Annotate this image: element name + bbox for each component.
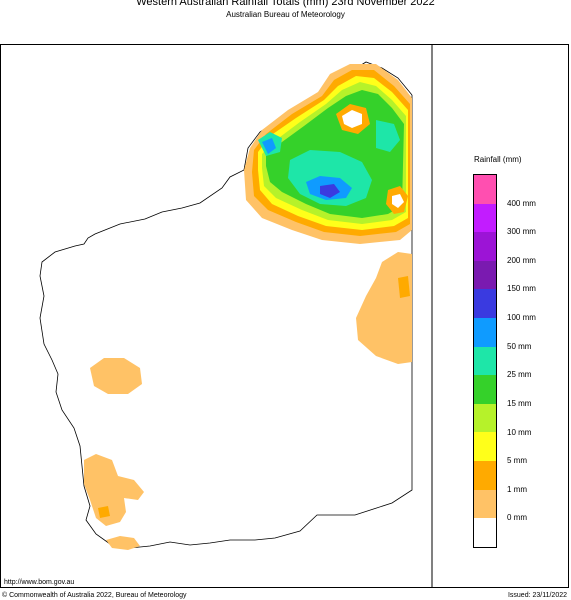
legend-label: 150 mm [507,284,536,294]
legend-label: 0 mm [507,513,527,523]
legend-band [474,318,496,347]
legend-band [474,518,496,547]
legend-label: 1 mm [507,484,527,494]
rain-area-north-150mm [320,184,340,198]
dry-pocket-2-core [392,194,404,208]
legend-band [474,489,496,519]
rain-area-northwest-100mm [262,138,276,154]
legend-label: 50 mm [507,341,532,351]
legend-band [474,175,496,204]
rain-area-central-west-1mm [90,358,142,394]
rain-area-southwest-1mm [84,454,144,526]
map-subtitle: Australian Bureau of Meteorology [226,10,345,19]
legend-label: 100 mm [507,313,536,323]
legend-label: 15 mm [507,398,532,408]
dry-pocket-1-core [342,110,362,128]
footer-copyright: © Commonwealth of Australia 2022, Bureau… [2,592,187,599]
map-frame [0,44,569,588]
rain-area-southwest-5mm [98,506,110,518]
legend-band [474,432,496,462]
legend-band [474,289,496,319]
rain-area-east-1mm [356,252,412,364]
legend-title: Rainfall (mm) [474,155,522,164]
rain-area-northeast-50mm [376,120,400,152]
state-border [254,95,413,541]
legend-label: 400 mm [507,198,536,208]
map-title: Western Australian Rainfall Totals (mm) … [136,0,435,8]
legend-band [474,260,496,290]
legend-label: 200 mm [507,255,536,265]
rain-area-south-coast-1mm [106,536,140,550]
legend-label: 25 mm [507,370,532,380]
footer-url[interactable]: http://www.bom.gov.au [4,579,75,586]
legend-band [474,375,496,404]
legend-band [474,461,496,490]
rain-area-east-5mm [398,276,410,298]
legend-band [474,203,496,233]
legend-label: 10 mm [507,427,532,437]
legend-color-bar [473,174,497,548]
legend-band [474,346,496,376]
legend-label: 5 mm [507,456,527,466]
legend-band [474,403,496,433]
legend-label: 300 mm [507,227,536,237]
footer-issued: Issued: 23/11/2022 [507,592,567,599]
legend-band [474,232,496,261]
